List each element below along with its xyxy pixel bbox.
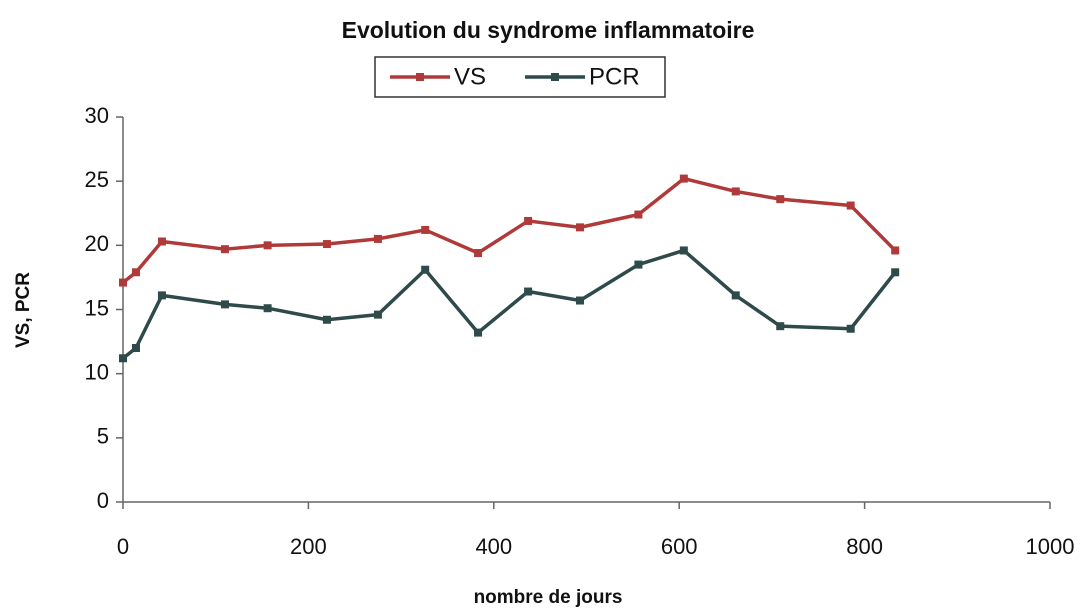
x-tick-label: 600: [661, 534, 698, 559]
legend-marker: [416, 73, 424, 81]
data-point: [373, 234, 382, 243]
data-point: [776, 322, 785, 331]
data-point: [576, 296, 585, 305]
data-point: [220, 300, 229, 309]
data-point: [131, 344, 140, 352]
data-point: [131, 268, 140, 277]
data-point: [679, 246, 688, 255]
data-point: [322, 315, 331, 324]
y-axis-label: VS, PCR: [13, 272, 34, 348]
data-line: [121, 176, 897, 284]
data-point: [421, 265, 430, 274]
data-line: [121, 248, 897, 360]
legend-label: VS: [454, 63, 486, 90]
data-point: [263, 304, 272, 313]
data-point: [846, 324, 855, 333]
y-tick-label: 0: [97, 488, 109, 513]
y-tick-label: 10: [85, 359, 109, 384]
data-point: [731, 187, 740, 196]
y-tick-label: 30: [85, 103, 109, 128]
data-point: [634, 210, 643, 219]
data-point: [846, 201, 855, 210]
x-axis-label: nombre de jours: [474, 587, 623, 608]
data-point: [524, 216, 533, 225]
y-tick-label: 5: [97, 424, 109, 449]
data-point: [576, 223, 585, 232]
y-tick-label: 20: [85, 231, 109, 256]
data-point: [119, 278, 127, 287]
data-point: [322, 240, 331, 249]
data-point: [263, 241, 272, 250]
x-tick-label: 400: [475, 534, 512, 559]
data-point: [679, 174, 688, 183]
data-point: [373, 310, 382, 319]
x-tick-label: 1000: [1026, 534, 1075, 559]
x-tick-label: 200: [290, 534, 327, 559]
data-point: [119, 354, 127, 363]
data-point: [891, 246, 900, 255]
y-tick-label: 15: [85, 295, 109, 320]
data-point: [634, 260, 643, 269]
data-point: [157, 237, 166, 246]
data-point: [421, 225, 430, 234]
data-point: [524, 287, 533, 296]
data-point: [220, 245, 229, 254]
data-point: [776, 195, 785, 204]
data-point: [731, 291, 740, 300]
y-tick-label: 25: [85, 167, 109, 192]
data-point: [891, 268, 900, 277]
chart-title: Evolution du syndrome inflammatoire: [342, 17, 755, 43]
data-point: [474, 249, 483, 258]
data-point: [474, 328, 483, 337]
x-tick-label: 800: [846, 534, 883, 559]
legend-marker: [551, 73, 559, 81]
data-point: [157, 291, 166, 300]
x-tick-label: 0: [117, 534, 129, 559]
legend-label: PCR: [589, 63, 640, 90]
